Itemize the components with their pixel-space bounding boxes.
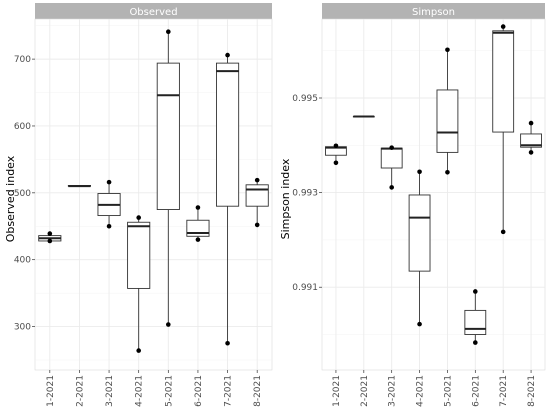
y-tick-label: 700 (14, 55, 31, 65)
box-body (127, 221, 151, 289)
facet-strip (322, 3, 545, 19)
box-body (216, 62, 240, 207)
x-tick-label: 3-2021 (388, 375, 398, 407)
data-point (254, 177, 260, 183)
y-axis-title: Simpson index (279, 158, 292, 239)
y-tick-label: 500 (14, 189, 31, 199)
box-body (520, 133, 542, 148)
x-tick-label: 4-2021 (135, 375, 145, 407)
x-tick-label: 5-2021 (443, 375, 453, 407)
box-8-2021 (245, 177, 269, 228)
box-7-2021 (216, 52, 240, 346)
box-body (492, 30, 515, 133)
data-point (500, 229, 506, 235)
data-point (47, 231, 53, 236)
data-point (333, 143, 339, 149)
box-4-2021 (408, 169, 431, 327)
x-tick-label: 3-2021 (105, 375, 115, 407)
facet-strip (35, 3, 272, 19)
simpson-panel: Simpson 0.991 0.993 0.995 1-2021 2-2021 3-2021… (279, 3, 546, 407)
x-tick-label: 1-2021 (46, 375, 56, 407)
box-6-2021 (186, 205, 210, 242)
data-point (225, 340, 230, 346)
data-point (445, 47, 450, 53)
box-7-2021 (492, 24, 515, 235)
x-tick-label: 6-2021 (471, 375, 481, 407)
box-body (245, 184, 269, 207)
y-tick-label: 0.993 (292, 189, 318, 199)
data-point (225, 52, 230, 58)
data-point (528, 120, 534, 126)
x-tick-label: 8-2021 (253, 375, 263, 407)
box-2-2021 (352, 115, 375, 118)
box-4-2021 (127, 215, 151, 353)
y-tick-label: 0.991 (292, 283, 318, 293)
data-point (136, 215, 141, 220)
y-tick-label: 0.995 (292, 94, 318, 104)
data-point (445, 169, 450, 175)
x-tick-label: 1-2021 (332, 375, 342, 407)
box-3-2021 (380, 145, 403, 190)
x-tick-label: 2-2021 (360, 375, 370, 407)
box-body (408, 194, 431, 272)
data-point (389, 145, 394, 150)
box-3-2021 (97, 179, 121, 229)
x-tick-label: 7-2021 (499, 375, 509, 407)
box-body (156, 62, 180, 210)
data-point (106, 223, 112, 229)
box-5-2021 (156, 29, 180, 327)
data-point (166, 29, 171, 35)
x-tick-label: 5-2021 (164, 375, 174, 407)
data-point (500, 24, 506, 29)
box-1-2021 (325, 143, 347, 166)
x-tick-label: 7-2021 (224, 375, 234, 407)
x-tick-label: 8-2021 (527, 375, 537, 407)
y-tick-label: 600 (14, 122, 31, 132)
box-body (436, 89, 459, 153)
data-point (195, 237, 201, 242)
data-point (417, 169, 422, 175)
data-point (136, 348, 141, 353)
box-2-2021 (67, 185, 91, 188)
data-point (473, 289, 478, 294)
data-point (417, 321, 422, 327)
x-tick-label: 2-2021 (75, 375, 85, 407)
box-1-2021 (38, 231, 62, 244)
data-point (333, 160, 339, 166)
box-6-2021 (464, 289, 487, 345)
data-point (254, 222, 260, 228)
data-point (389, 185, 394, 190)
y-tick-label: 400 (14, 256, 31, 266)
box-body (380, 147, 403, 169)
y-axis-title: Observed index (4, 155, 17, 242)
y-tick-label: 300 (14, 323, 31, 333)
data-point (106, 179, 112, 185)
data-point (166, 322, 171, 327)
box-5-2021 (436, 47, 459, 175)
observed-panel: Observed 300 400 500 600 700 1-2021 2-2021 3-202… (4, 3, 273, 407)
box-body (464, 309, 487, 335)
data-point (473, 340, 478, 345)
data-point (195, 205, 201, 210)
x-tick-label: 4-2021 (416, 375, 426, 407)
x-tick-label: 6-2021 (194, 375, 204, 407)
facet-title: Observed (129, 7, 177, 18)
data-point (47, 238, 53, 244)
box-8-2021 (520, 120, 542, 155)
facet-title: Simpson (412, 7, 455, 18)
data-point (528, 150, 534, 155)
